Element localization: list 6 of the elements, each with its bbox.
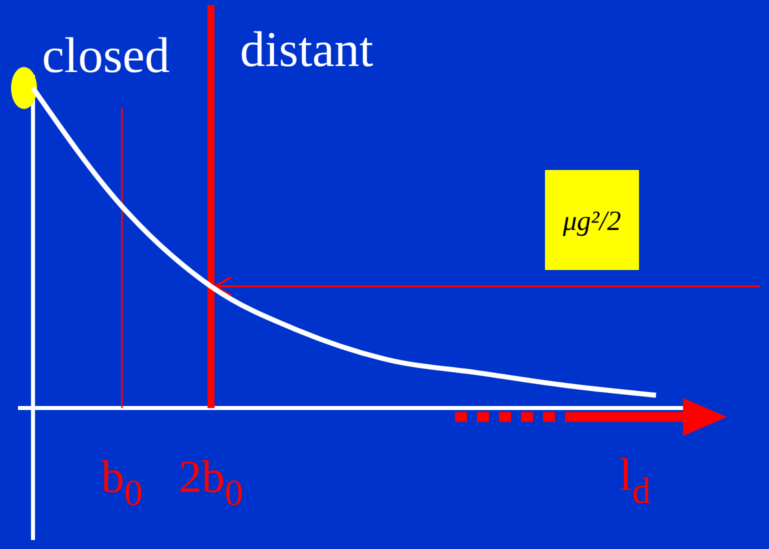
text: closed — [42, 27, 170, 83]
x-tick-label: b$_{0}$ — [101, 451, 143, 513]
x-axis-title: l$_{d}$ — [619, 449, 651, 511]
ref-line-label: μg²/2 — [562, 206, 622, 237]
x-tick-label: 2b$_{0}$ — [178, 451, 244, 513]
text: distant — [240, 21, 374, 77]
